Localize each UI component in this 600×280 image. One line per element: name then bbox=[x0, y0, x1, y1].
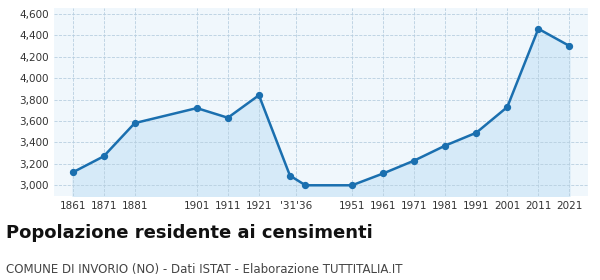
Point bbox=[502, 105, 512, 109]
Point bbox=[254, 93, 264, 97]
Point bbox=[223, 116, 233, 120]
Text: Popolazione residente ai censimenti: Popolazione residente ai censimenti bbox=[6, 224, 373, 242]
Point bbox=[301, 183, 310, 188]
Point bbox=[409, 158, 419, 163]
Point bbox=[378, 171, 388, 176]
Point bbox=[285, 173, 295, 178]
Point bbox=[347, 183, 357, 188]
Point bbox=[440, 143, 450, 148]
Point bbox=[130, 121, 140, 125]
Point bbox=[99, 154, 109, 158]
Point bbox=[192, 106, 202, 110]
Point bbox=[472, 130, 481, 135]
Text: COMUNE DI INVORIO (NO) - Dati ISTAT - Elaborazione TUTTITALIA.IT: COMUNE DI INVORIO (NO) - Dati ISTAT - El… bbox=[6, 263, 403, 276]
Point bbox=[533, 27, 543, 31]
Point bbox=[565, 44, 574, 48]
Point bbox=[68, 170, 77, 175]
